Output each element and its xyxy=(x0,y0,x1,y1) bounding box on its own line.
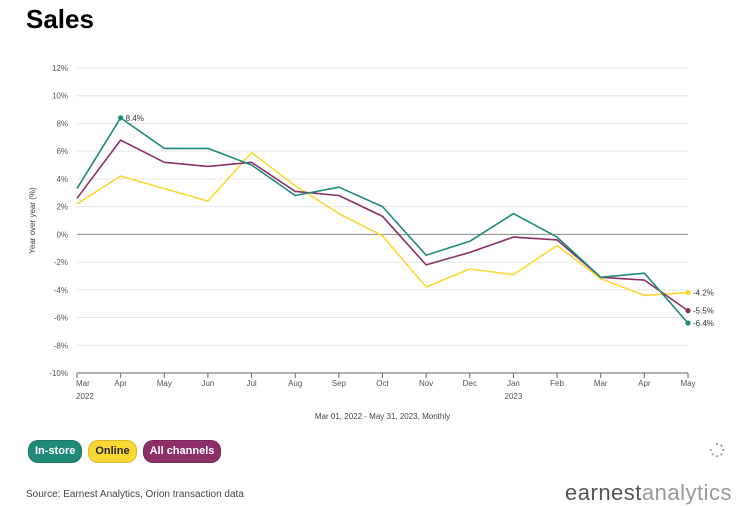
series-line-all-channels xyxy=(76,139,689,312)
y-tick-label: -8% xyxy=(54,341,68,350)
x-year-label: 2023 xyxy=(505,392,523,401)
data-label: -4.2% xyxy=(693,289,714,298)
data-point-online xyxy=(685,289,691,296)
x-tick-label: Sep xyxy=(332,379,347,388)
data-label: 8.4% xyxy=(126,114,144,123)
x-tick-label: May xyxy=(157,379,172,388)
x-tick-label: Oct xyxy=(376,379,389,388)
y-tick-label: 2% xyxy=(56,203,68,212)
y-tick-label: 0% xyxy=(56,230,68,239)
brand-logo: earnestanalytics xyxy=(565,480,732,506)
legend-in-store-toggle[interactable]: In-store xyxy=(28,440,83,463)
x-tick-label: Mar xyxy=(76,379,90,388)
y-tick-label: 10% xyxy=(52,92,68,101)
legend: In-store Online All channels xyxy=(28,440,222,463)
y-axis-label: Year over year (%) xyxy=(28,187,37,254)
brand-logo-part-1: earnest xyxy=(565,480,642,505)
x-tick-label: Dec xyxy=(463,379,477,388)
y-tick-label: -4% xyxy=(54,286,68,295)
data-label: -5.5% xyxy=(693,307,714,316)
y-tick-label: -6% xyxy=(54,314,68,323)
brand-logo-part-2: analytics xyxy=(641,480,732,505)
x-tick-label: Feb xyxy=(550,379,564,388)
source-note: Source: Earnest Analytics, Orion transac… xyxy=(26,489,244,500)
x-tick-label: Mar xyxy=(594,379,608,388)
x-tick-label: Apr xyxy=(114,379,127,388)
y-tick-label: 12% xyxy=(52,64,68,73)
x-tick-label: Aug xyxy=(288,379,302,388)
data-label: -6.4% xyxy=(693,319,714,328)
x-tick-label: May xyxy=(680,379,695,388)
line-chart: -10% -8% -6% -4% -2% 0% 2% 4% 6% 8% 10% 12% Year ove… xyxy=(28,64,714,421)
data-point-in-store xyxy=(118,115,124,121)
page-title: Sales xyxy=(26,4,94,34)
y-tick-label: 6% xyxy=(56,147,68,156)
x-tick-label: Apr xyxy=(638,379,651,388)
x-tick-label: Jan xyxy=(507,379,520,388)
y-tick-label: 8% xyxy=(56,119,68,128)
y-tick-label: -2% xyxy=(54,258,68,267)
y-tick-label: -10% xyxy=(49,369,68,378)
x-year-label: 2022 xyxy=(76,392,94,401)
data-point-all-channels xyxy=(685,308,691,314)
x-tick-label: Nov xyxy=(419,379,433,388)
legend-all-channels-toggle[interactable]: All channels xyxy=(142,440,222,463)
y-tick-label: 4% xyxy=(56,175,68,184)
chart-subtitle: Mar 01, 2022 - May 31, 2023, Monthly xyxy=(315,412,450,421)
data-point-in-store xyxy=(685,320,691,326)
series-line-online xyxy=(76,151,689,297)
x-tick-label: Jul xyxy=(246,379,256,388)
legend-online-toggle[interactable]: Online xyxy=(88,440,137,463)
series-line-in-store xyxy=(76,117,689,324)
spinner-icon xyxy=(709,442,725,458)
x-tick-label: Jun xyxy=(201,379,214,388)
chart-area: -10% -8% -6% -4% -2% 0% 2% 4% 6% 8% 10% 12% Year ove… xyxy=(28,64,714,421)
